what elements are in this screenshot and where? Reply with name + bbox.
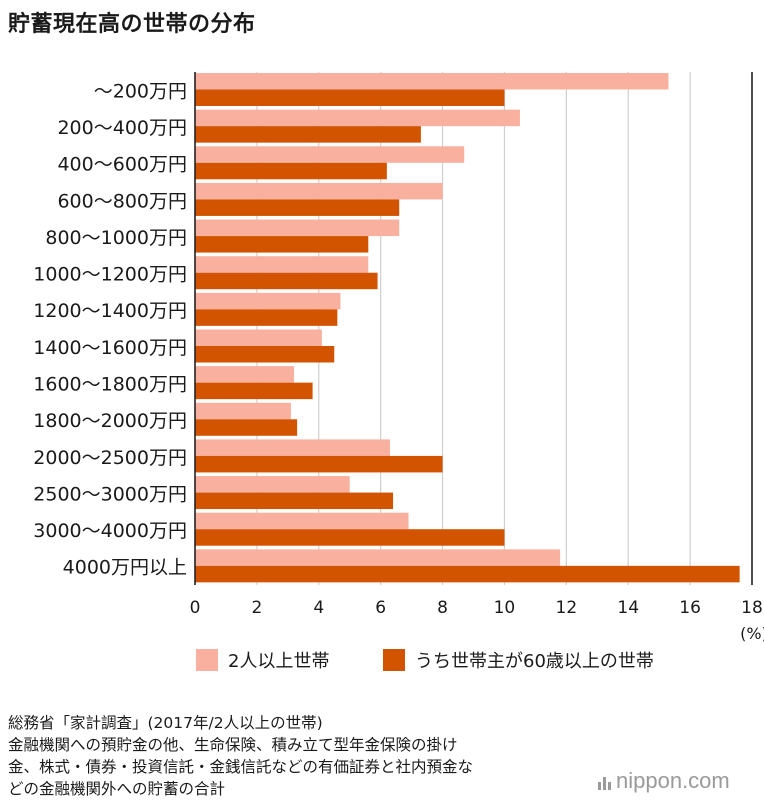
logo-mark-icon — [598, 770, 612, 792]
category-label: 1600〜1800万円 — [33, 373, 187, 395]
category-label: 1200〜1400万円 — [33, 300, 187, 322]
x-tick-label: 14 — [617, 598, 639, 618]
x-tick-label: 10 — [494, 598, 516, 618]
category-label: 200〜400万円 — [57, 117, 187, 139]
bar-series1 — [195, 256, 369, 273]
bar-series1 — [195, 219, 400, 237]
bar-series1 — [195, 366, 295, 383]
legend-swatch-series1 — [196, 649, 218, 671]
bar-series1 — [195, 73, 669, 90]
bar-series1 — [195, 109, 520, 127]
category-label: 600〜800万円 — [57, 190, 187, 212]
bar-series1 — [195, 439, 390, 456]
category-label: 4000万円以上 — [63, 557, 187, 579]
chart-title: 貯蓄現在高の世帯の分布 — [8, 12, 256, 37]
bar-series2 — [195, 89, 505, 106]
bar-series2 — [195, 309, 338, 326]
legend-label-series2: うち世帯主が60歳以上の世帯 — [415, 651, 654, 672]
source-line-4: どの金融機関外への貯蓄の合計 — [8, 780, 226, 798]
x-tick-label: 8 — [437, 598, 448, 618]
bar-series2 — [195, 162, 387, 180]
nippon-logo: nippon.com — [598, 768, 730, 794]
source-line-2: 金融機関への預貯金の他、生命保険、積み立て型年金保険の掛け — [8, 736, 458, 754]
bar-series1 — [195, 329, 322, 346]
logo-text: nippon.com — [616, 768, 730, 793]
bar-series2 — [195, 199, 400, 216]
legend-label-series1: 2人以上世帯 — [228, 651, 330, 672]
category-label: 400〜600万円 — [57, 154, 187, 176]
bar-series1 — [195, 402, 291, 420]
bar-series2 — [195, 419, 298, 436]
unit-label: (%) — [740, 624, 764, 643]
legend: 2人以上世帯 うち世帯主が60歳以上の世帯 — [0, 647, 764, 677]
bar-series2 — [195, 565, 740, 583]
x-tick-label: 12 — [556, 598, 578, 618]
bar-series1 — [195, 512, 409, 530]
x-tick-label: 18 — [741, 598, 763, 618]
bar-series2 — [195, 272, 378, 290]
bar-series1 — [195, 549, 561, 566]
bar-series2 — [195, 126, 421, 143]
category-label: 1000〜1200万円 — [33, 264, 187, 286]
category-label: 800〜1000万円 — [45, 227, 187, 249]
source-note: 総務省「家計調査」(2017年/2人以上の世帯) 金融機関への預貯金の他、生命保… — [8, 712, 473, 800]
bar-series2 — [195, 346, 335, 363]
bar-series2 — [195, 529, 505, 546]
bar-series2 — [195, 492, 394, 510]
category-label: 1800〜2000万円 — [33, 410, 187, 432]
bar-series1 — [195, 182, 443, 200]
bar-series1 — [195, 476, 350, 493]
x-tick-label: 16 — [679, 598, 701, 618]
legend-item-series1: 2人以上世帯 — [196, 647, 329, 673]
legend-item-series2: うち世帯主が60歳以上の世帯 — [383, 647, 654, 673]
x-tick-label: 0 — [190, 598, 201, 618]
bar-series2 — [195, 382, 313, 400]
source-line-1: 総務省「家計調査」(2017年/2人以上の世帯) — [8, 714, 323, 732]
category-label: 2000〜2500万円 — [33, 447, 187, 469]
source-line-3: 金、株式・債券・投資信託・金銭信託などの有価証券と社内預金な — [8, 758, 474, 776]
bar-chart: 〜200万円 200〜400万円 400〜600万円 600〜800万円 800〜100… — [33, 72, 764, 643]
bar-series2 — [195, 455, 443, 473]
category-label: 1400〜1600万円 — [33, 337, 187, 359]
bar-series2 — [195, 236, 369, 253]
x-tick-label: 4 — [313, 598, 324, 618]
bar-series1 — [195, 292, 341, 310]
x-tick-label: 2 — [251, 598, 262, 618]
category-label: 2500〜3000万円 — [33, 483, 187, 505]
x-tick-label: 6 — [375, 598, 386, 618]
bar-series1 — [195, 146, 465, 163]
legend-swatch-series2 — [383, 649, 405, 671]
category-label: 〜200万円 — [94, 80, 187, 102]
category-label: 3000〜4000万円 — [33, 520, 187, 542]
